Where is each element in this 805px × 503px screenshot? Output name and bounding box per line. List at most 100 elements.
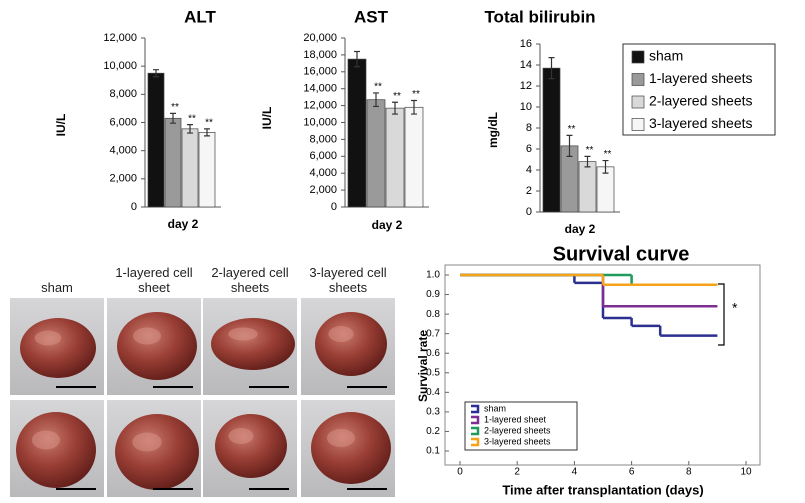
x-tick-label: day 2 — [168, 217, 199, 231]
y-tick-label: 2,000 — [309, 184, 337, 196]
liver-highlight — [32, 430, 60, 450]
error-bar — [170, 112, 176, 124]
y-tick-label: 12,000 — [103, 32, 137, 44]
liver-photo — [20, 318, 96, 378]
y-tick-label: 0.1 — [426, 446, 440, 457]
liver-photo — [117, 312, 197, 380]
bar — [147, 72, 165, 208]
y-axis-label: IU/L — [54, 114, 68, 137]
y-tick-label: 8,000 — [309, 133, 337, 145]
legend-label: sham — [484, 403, 506, 413]
bar — [578, 161, 597, 213]
liver-highlight — [327, 429, 355, 447]
liver-photo — [211, 318, 295, 370]
significance-label: ** — [586, 145, 594, 156]
error-bar — [204, 128, 210, 137]
y-tick-label: 8,000 — [109, 88, 137, 100]
error-bar — [411, 99, 417, 115]
error-bar — [153, 69, 159, 78]
y-axis-label: mg/dL — [486, 112, 500, 148]
y-tick-label: 0.6 — [426, 348, 440, 359]
legend-label: 2-layered sheets — [484, 425, 551, 435]
legend-swatch — [631, 95, 645, 109]
legend-swatch — [631, 73, 645, 86]
y-tick-label: 16,000 — [303, 66, 337, 78]
liver-highlight — [133, 327, 161, 345]
legend-label: 3-layered sheets — [649, 115, 753, 131]
column-label: 1-layered cell sheet — [115, 265, 193, 295]
y-tick-label: 0 — [331, 201, 337, 213]
liver-photo — [115, 414, 199, 490]
y-axis-label: Survival rate — [416, 330, 430, 402]
chart-title: Total bilirubin — [484, 7, 595, 26]
bar — [385, 107, 405, 208]
error-bar — [566, 134, 573, 157]
liver-highlight — [228, 428, 254, 444]
y-tick-label: 14 — [520, 59, 532, 71]
legend-swatch — [631, 118, 645, 131]
y-tick-label: 0.4 — [426, 387, 440, 398]
liver-highlight — [34, 330, 62, 346]
chart-title: AST — [354, 7, 389, 26]
bar — [198, 132, 216, 208]
y-tick-label: 2 — [526, 185, 532, 197]
y-tick-label: 0.7 — [426, 328, 440, 339]
legend-box — [464, 401, 578, 451]
y-tick-label: 1.0 — [426, 270, 440, 281]
legend-swatch — [471, 437, 480, 447]
error-bar — [187, 124, 193, 134]
error-bar — [584, 155, 591, 168]
y-tick-label: 0.2 — [426, 426, 440, 437]
bar — [542, 67, 561, 213]
column-label: 2-layered cell sheets — [211, 265, 289, 295]
x-tick-label: 4 — [572, 467, 578, 478]
legend-swatch — [631, 50, 645, 64]
column-label: 3-layered cell sheets — [309, 265, 387, 295]
y-tick-label: 20,000 — [303, 32, 337, 44]
chart-title: ALT — [184, 7, 216, 26]
significance-label: * — [732, 300, 738, 316]
y-tick-label: 0.5 — [426, 367, 440, 378]
x-tick-label: 0 — [457, 467, 463, 478]
significance-label: ** — [205, 117, 213, 128]
legend-label: sham — [649, 48, 683, 64]
legend-label: 1-layered sheets — [649, 70, 753, 86]
plot-frame — [444, 264, 761, 466]
legend-label: 3-layered sheets — [484, 436, 551, 446]
x-axis-label: Time after transplantation (days) — [502, 482, 703, 497]
legend-swatch — [471, 404, 480, 414]
significance-label: ** — [604, 149, 612, 160]
error-bar — [354, 50, 360, 68]
y-tick-label: 6,000 — [309, 150, 337, 162]
y-tick-label: 12,000 — [303, 100, 337, 112]
x-tick-label: day 2 — [565, 222, 596, 236]
y-tick-label: 0.8 — [426, 309, 440, 320]
y-tick-label: 2,000 — [109, 173, 137, 185]
y-tick-label: 8 — [526, 122, 532, 134]
legend-swatch — [471, 426, 480, 436]
x-tick-label: 10 — [740, 467, 752, 478]
significance-label: ** — [188, 113, 196, 124]
y-axis-label: IU/L — [260, 107, 274, 130]
photo-grid — [10, 298, 395, 497]
legend-label: 1-layered sheet — [484, 414, 547, 424]
y-tick-label: 0.9 — [426, 289, 440, 300]
y-tick-label: 12 — [520, 80, 532, 92]
y-tick-label: 0 — [131, 201, 137, 213]
bar — [366, 99, 386, 208]
liver-highlight — [228, 327, 258, 341]
chart-title: Survival curve — [553, 243, 690, 265]
significance-label: ** — [412, 89, 420, 100]
significance-label: ** — [568, 124, 576, 135]
y-tick-label: 10,000 — [303, 116, 337, 128]
y-tick-label: 0 — [526, 206, 532, 218]
y-tick-label: 4,000 — [109, 145, 137, 157]
y-tick-label: 18,000 — [303, 49, 337, 61]
error-bar — [602, 159, 609, 174]
error-bar — [373, 92, 379, 108]
liver-photo — [16, 412, 96, 488]
x-tick-label: 8 — [686, 467, 692, 478]
liver-highlight — [328, 326, 354, 342]
